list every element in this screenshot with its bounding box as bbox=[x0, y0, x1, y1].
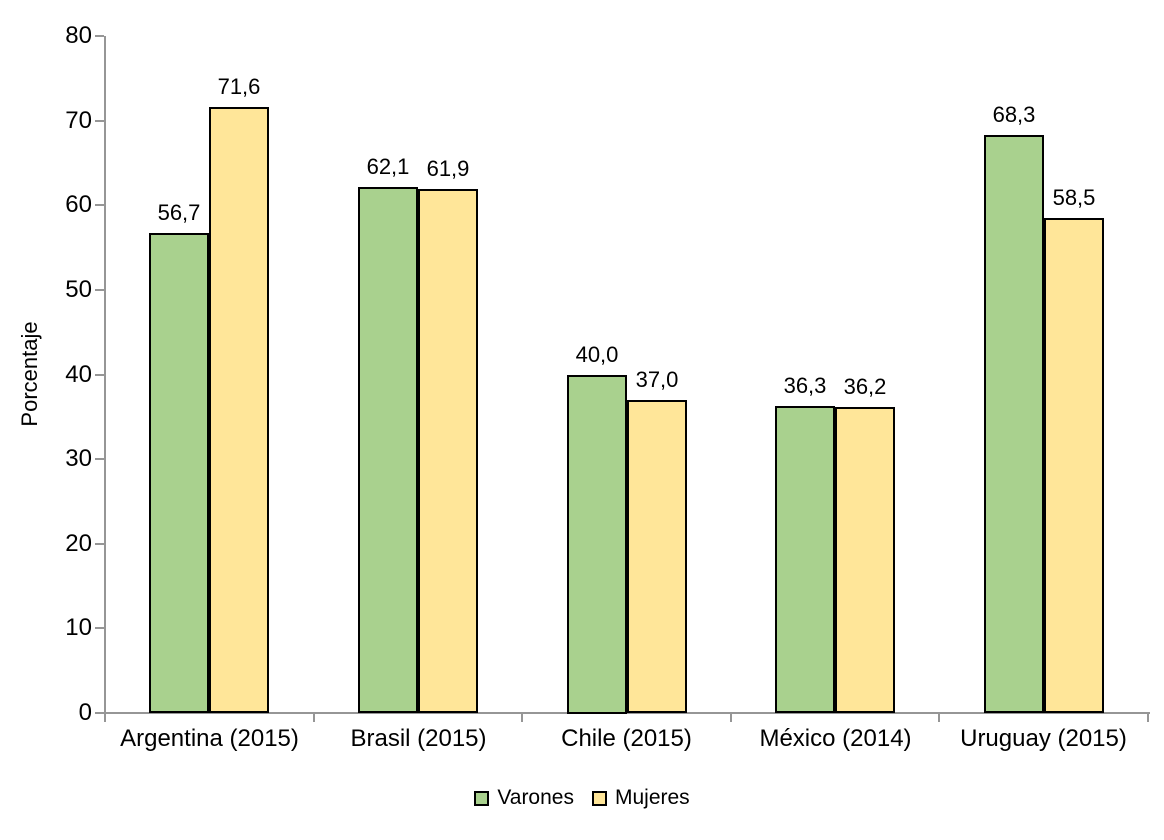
bar-value-label: 37,0 bbox=[635, 367, 679, 392]
bar-mujeres-1 bbox=[418, 189, 478, 713]
bar-value-label: 36,2 bbox=[843, 374, 887, 399]
bar-varones-2 bbox=[567, 375, 627, 714]
bar-varones-0 bbox=[149, 233, 209, 713]
y-tick-label: 70 bbox=[65, 106, 92, 134]
varones-swatch-icon bbox=[474, 790, 490, 806]
bar-varones-1 bbox=[358, 187, 418, 713]
x-axis-label: Uruguay (2015) bbox=[960, 725, 1127, 752]
y-tick bbox=[95, 458, 104, 461]
y-tick-label: 60 bbox=[65, 191, 92, 219]
y-tick bbox=[95, 204, 104, 207]
x-axis-label: México (2014) bbox=[759, 725, 912, 752]
bar-value-label: 62,1 bbox=[366, 154, 410, 179]
bar-value-label: 56,7 bbox=[157, 200, 201, 225]
x-tick bbox=[312, 712, 315, 722]
x-axis-label: Chile (2015) bbox=[561, 725, 692, 752]
y-tick bbox=[95, 373, 104, 376]
bar-mujeres-0 bbox=[209, 107, 269, 713]
y-tick-label: 0 bbox=[78, 699, 92, 726]
y-tick-label: 30 bbox=[65, 445, 92, 473]
bar-varones-3 bbox=[775, 406, 835, 713]
legend-item-mujeres: Mujeres bbox=[591, 786, 690, 810]
bar-mujeres-4 bbox=[1044, 218, 1104, 713]
x-tick bbox=[104, 712, 106, 722]
y-tick bbox=[95, 627, 104, 630]
bar-mujeres-2 bbox=[627, 400, 687, 713]
x-tick bbox=[1147, 712, 1149, 722]
y-tick-label: 80 bbox=[65, 22, 92, 49]
x-tick bbox=[521, 712, 524, 722]
y-tick-label: 50 bbox=[65, 275, 92, 303]
bar-value-label: 36,3 bbox=[783, 373, 827, 398]
legend: Varones Mujeres bbox=[0, 786, 1164, 810]
bar-varones-4 bbox=[984, 135, 1044, 713]
y-axis-line bbox=[104, 36, 106, 714]
x-tick bbox=[729, 712, 732, 722]
y-tick bbox=[95, 119, 104, 122]
legend-label-varones: Varones bbox=[497, 786, 574, 809]
y-tick-label: 20 bbox=[65, 529, 92, 557]
y-tick bbox=[95, 35, 104, 37]
bar-value-label: 61,9 bbox=[426, 156, 470, 181]
y-tick bbox=[95, 712, 104, 714]
bar-value-label: 71,6 bbox=[217, 74, 261, 99]
legend-item-varones: Varones bbox=[474, 786, 574, 810]
y-tick-label: 10 bbox=[65, 614, 92, 642]
x-axis-label: Brasil (2015) bbox=[350, 725, 487, 752]
x-tick bbox=[938, 712, 941, 722]
legend-label-mujeres: Mujeres bbox=[614, 786, 690, 809]
bar-value-label: 40,0 bbox=[575, 342, 619, 367]
y-tick bbox=[95, 288, 104, 291]
bar-value-label: 58,5 bbox=[1052, 185, 1096, 210]
x-axis-label: Argentina (2015) bbox=[120, 725, 299, 752]
mujeres-swatch-icon bbox=[591, 790, 607, 806]
y-tick bbox=[95, 542, 104, 545]
y-tick-label: 40 bbox=[65, 360, 92, 388]
x-axis-line bbox=[104, 712, 1150, 714]
bar-mujeres-3 bbox=[835, 407, 895, 713]
bar-value-label: 68,3 bbox=[992, 102, 1036, 127]
